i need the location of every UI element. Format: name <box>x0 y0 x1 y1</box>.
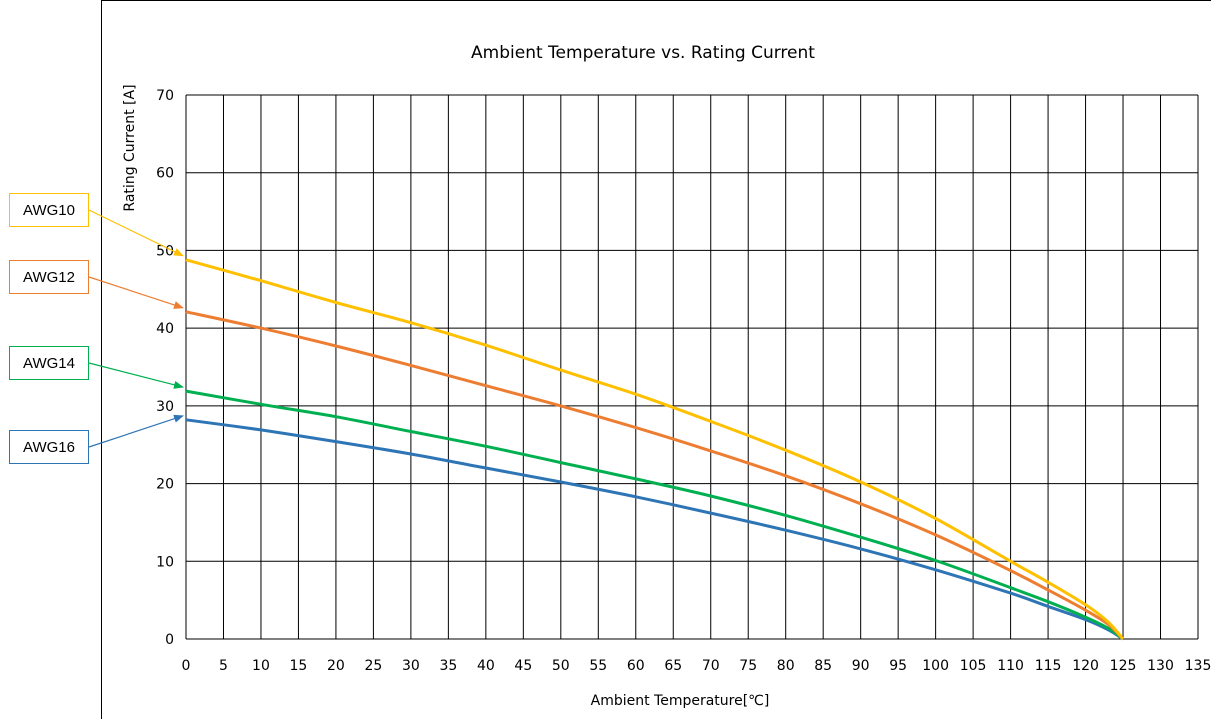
x-tick-label: 35 <box>439 658 457 674</box>
x-tick-label: 55 <box>589 658 607 674</box>
x-tick-label: 75 <box>739 658 757 674</box>
x-tick-label: 80 <box>777 658 795 674</box>
series-line-awg10 <box>185 258 1125 640</box>
y-tick-label: 70 <box>156 88 174 104</box>
x-tick-label: 100 <box>922 658 949 674</box>
x-tick-label: 30 <box>402 658 420 674</box>
chart-title: Ambient Temperature vs. Rating Current <box>471 43 815 63</box>
x-axis-label: Ambient Temperature[℃] <box>591 693 770 709</box>
y-tick-label: 0 <box>165 632 174 648</box>
x-tick-label: 120 <box>1072 658 1099 674</box>
callout-arrow-awg16 <box>88 414 184 448</box>
x-tick-label: 110 <box>997 658 1024 674</box>
x-tick-label: 0 <box>182 658 191 674</box>
x-tick-label: 95 <box>889 658 907 674</box>
callout-arrows <box>88 209 184 448</box>
x-tick-label: 20 <box>327 658 345 674</box>
x-tick-label: 85 <box>814 658 832 674</box>
x-tick-label: 105 <box>960 658 987 674</box>
legend-callout-awg14: AWG14 <box>9 346 89 380</box>
y-tick-labels: 0 10 20 30 40 50 60 70 <box>156 88 174 648</box>
x-tick-label: 25 <box>364 658 382 674</box>
x-tick-label: 10 <box>252 658 270 674</box>
legend-callout-awg16: AWG16 <box>9 430 89 464</box>
x-tick-label: 90 <box>852 658 870 674</box>
callout-arrow-awg12 <box>88 276 184 309</box>
x-tick-label: 125 <box>1110 658 1137 674</box>
y-tick-label: 40 <box>156 321 174 337</box>
legend-callout-awg12: AWG12 <box>9 260 89 294</box>
x-tick-label: 135 <box>1185 658 1211 674</box>
y-tick-label: 20 <box>156 477 174 493</box>
y-tick-label: 50 <box>156 243 174 259</box>
x-tick-label: 5 <box>219 658 228 674</box>
y-axis-label: Rating Current [A] <box>122 84 138 211</box>
x-tick-label: 60 <box>627 658 645 674</box>
x-tick-label: 70 <box>702 658 720 674</box>
callout-arrow-awg10 <box>88 209 184 257</box>
y-tick-label: 30 <box>156 399 174 415</box>
x-tick-label: 45 <box>514 658 532 674</box>
y-tick-label: 10 <box>156 554 174 570</box>
x-gridlines <box>185 95 1199 639</box>
x-tick-labels: 0 5 10 15 20 25 30 35 40 45 50 55 60 65 70 75 80 85 90 95 10… <box>182 658 1211 674</box>
x-tick-label: 40 <box>477 658 495 674</box>
x-tick-label: 50 <box>552 658 570 674</box>
x-tick-label: 15 <box>290 658 308 674</box>
series-line-awg12 <box>185 310 1125 641</box>
x-tick-label: 130 <box>1147 658 1174 674</box>
legend-callout-awg10: AWG10 <box>9 193 89 227</box>
y-tick-label: 60 <box>156 166 174 182</box>
chart-frame <box>101 0 1211 719</box>
y-gridlines <box>186 94 1198 640</box>
series-lines <box>185 258 1125 641</box>
series-line-awg14 <box>185 389 1124 641</box>
series-line-awg16 <box>185 418 1124 641</box>
callout-arrow-awg14 <box>88 362 184 389</box>
x-tick-label: 65 <box>664 658 682 674</box>
x-tick-label: 115 <box>1035 658 1062 674</box>
